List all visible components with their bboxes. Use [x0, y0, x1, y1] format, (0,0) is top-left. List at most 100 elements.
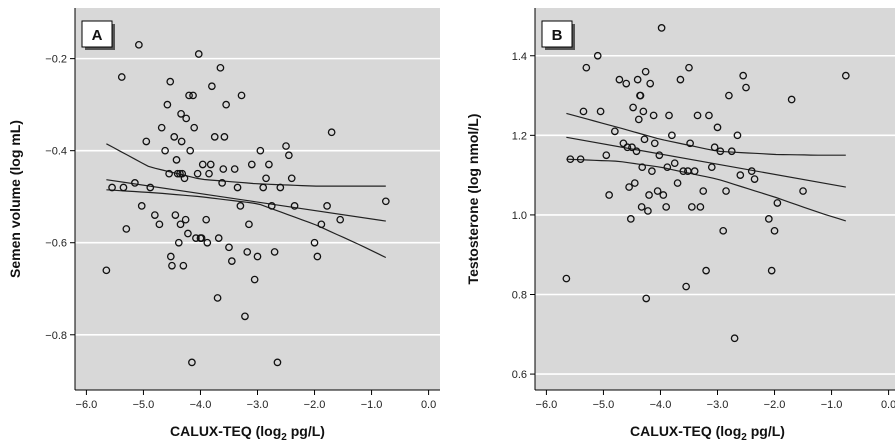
data-point	[119, 183, 128, 192]
data-point	[576, 155, 585, 164]
x-tick-label: −3.0	[247, 399, 269, 411]
x-tick-label: −2.0	[304, 399, 326, 411]
data-point	[202, 215, 211, 224]
data-point	[722, 187, 730, 195]
data-point	[579, 107, 588, 116]
data-point	[108, 183, 116, 192]
data-point	[220, 133, 229, 141]
data-point	[259, 183, 268, 192]
data-point	[655, 151, 664, 160]
data-point	[245, 220, 253, 229]
data-point	[317, 220, 326, 229]
data-point	[310, 238, 319, 247]
data-point	[649, 111, 658, 120]
panel-b: −6.0 −5.0 −4.0 −3.0 −2.0 −1.0 0.0 0.6 0.8 1.0 1.2 1…	[465, 8, 895, 442]
x-tick-label: −1.0	[361, 399, 383, 411]
data-point	[230, 165, 239, 173]
y-tick-label: 1.4	[512, 51, 527, 63]
data-point	[166, 252, 175, 261]
data-point	[236, 202, 245, 210]
data-point	[177, 110, 185, 118]
data-point	[206, 160, 215, 169]
data-point	[628, 143, 636, 152]
data-point	[663, 163, 672, 172]
data-point	[562, 274, 571, 283]
x-tick-label: −6.0	[76, 399, 98, 411]
data-point	[150, 211, 159, 219]
data-point	[179, 261, 188, 270]
data-point	[198, 160, 207, 169]
data-point	[184, 229, 192, 238]
data-point	[117, 73, 126, 81]
data-point	[659, 191, 668, 199]
data-point	[747, 167, 756, 175]
data-point	[634, 115, 643, 124]
y-tick-label: 0.8	[512, 290, 527, 302]
data-point	[690, 167, 699, 175]
data-point	[653, 187, 662, 195]
data-point	[702, 266, 710, 275]
y-tick-label: −0.4	[45, 146, 67, 158]
data-point	[770, 226, 779, 235]
data-point	[644, 207, 652, 215]
data-point	[773, 199, 782, 207]
x-tick-label: 0.0	[881, 399, 895, 411]
data-point	[657, 24, 666, 32]
data-point	[131, 179, 139, 187]
plot-area	[535, 8, 895, 390]
data-point	[699, 187, 708, 195]
data-point	[713, 123, 722, 132]
x-tick-label: −5.0	[593, 399, 615, 411]
data-point	[181, 215, 190, 224]
data-point	[696, 203, 705, 211]
y-tick-label: 1.2	[512, 130, 527, 142]
data-point	[182, 114, 191, 123]
data-point	[685, 63, 693, 72]
y-axis-title: Testosterone (log nmol/L)	[465, 114, 481, 285]
data-point	[166, 77, 175, 86]
data-point	[219, 165, 228, 173]
data-point	[665, 111, 673, 120]
data-point	[122, 225, 131, 233]
data-point	[682, 282, 690, 291]
data-point	[188, 358, 196, 367]
data-point	[189, 91, 197, 100]
data-point	[623, 143, 632, 152]
data-point	[142, 137, 151, 146]
data-point	[172, 156, 181, 164]
x-tick-label: −4.0	[650, 399, 672, 411]
data-point	[216, 63, 225, 72]
data-point	[205, 169, 213, 178]
data-point	[282, 142, 290, 150]
confidence-lower-line	[106, 189, 387, 259]
data-point	[336, 215, 345, 224]
data-point	[716, 147, 725, 156]
y-tick-label: −0.2	[45, 54, 67, 66]
data-point	[739, 71, 748, 80]
data-point	[602, 151, 611, 160]
data-point	[673, 179, 682, 187]
data-point	[176, 220, 185, 229]
data-point	[650, 139, 659, 148]
data-point	[615, 75, 624, 84]
data-point	[146, 183, 155, 192]
data-point	[626, 215, 635, 223]
x-tick-label: −5.0	[133, 399, 155, 411]
data-point	[233, 183, 242, 192]
data-point	[135, 40, 143, 49]
data-point	[767, 266, 776, 275]
data-point	[648, 167, 656, 175]
data-point	[646, 79, 655, 88]
data-point	[327, 128, 336, 137]
data-point	[161, 146, 169, 155]
data-point	[137, 202, 146, 210]
data-point	[750, 175, 759, 183]
data-point	[730, 334, 739, 343]
data-point	[687, 203, 696, 211]
x-tick-label: −4.0	[190, 399, 212, 411]
data-point	[194, 50, 203, 58]
data-point	[287, 174, 296, 183]
data-point	[276, 183, 285, 192]
data-point	[719, 226, 728, 235]
data-point	[686, 139, 694, 148]
